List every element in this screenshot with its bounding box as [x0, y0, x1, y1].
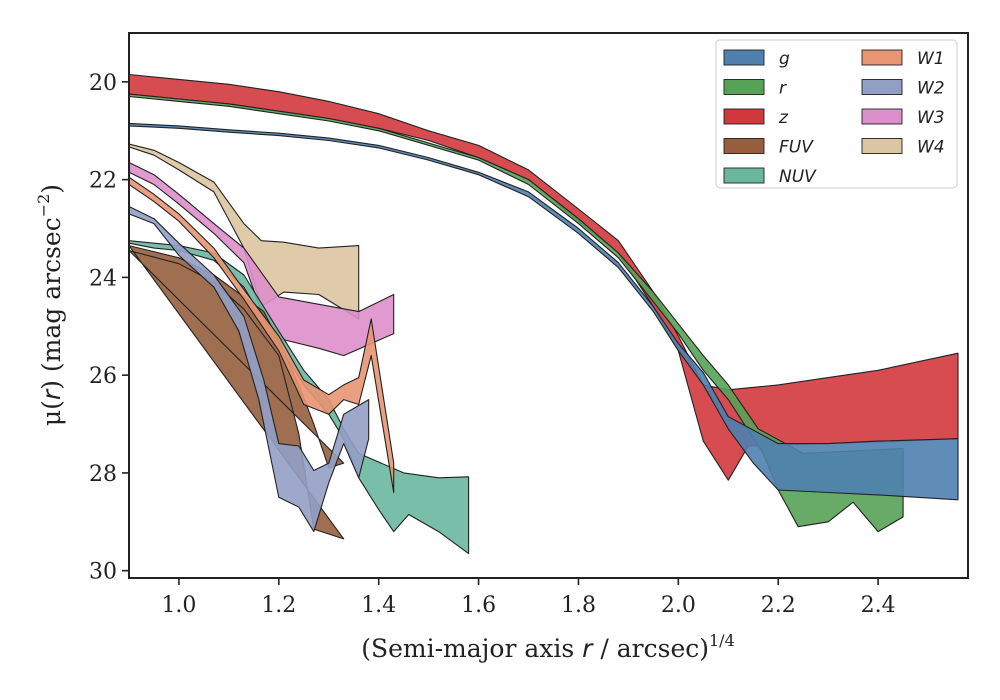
y-axis: 20 22 24 26 28 30 — [89, 71, 129, 585]
x-axis-label: (Semi-major axis r / arcsec)1/4 — [361, 631, 735, 663]
x-tick-label: 2.4 — [861, 593, 896, 618]
y-tick-label: 22 — [89, 169, 117, 194]
y-tick-label: 24 — [89, 266, 117, 291]
legend-swatch — [861, 138, 903, 154]
y-axis-label-group: μ(r) (mag arcsec−2) — [34, 184, 66, 426]
legend-swatch — [861, 108, 903, 125]
legend-swatch — [861, 79, 903, 95]
legend-swatch — [723, 108, 765, 125]
y-tick-label: 30 — [89, 560, 117, 585]
y-tick-label: 26 — [89, 364, 117, 389]
x-tick-label: 2.2 — [761, 593, 796, 618]
legend-label: W4 — [917, 138, 945, 158]
legend: grz FUV NUV W1 W2 W3 W4 — [715, 39, 958, 189]
legend-swatch — [723, 167, 765, 184]
legend-swatch — [723, 138, 765, 154]
legend-label: FUV — [779, 138, 814, 158]
legend-swatch — [723, 79, 765, 95]
band-w2 — [129, 205, 370, 533]
x-tick-label: 1.4 — [361, 593, 396, 618]
legend-label: z — [778, 108, 789, 128]
band-g — [129, 122, 959, 501]
x-tick-label: 1.0 — [161, 593, 196, 618]
legend-label: NUV — [779, 167, 817, 187]
y-axis-label: μ(r) (mag arcsec−2) — [34, 184, 66, 426]
x-tick-label: 1.2 — [261, 593, 296, 618]
y-tick-label: 20 — [89, 71, 117, 96]
legend-swatch — [861, 49, 903, 66]
x-tick-label: 1.8 — [561, 593, 596, 618]
legend-label: W3 — [917, 108, 945, 128]
legend-label: W2 — [917, 79, 945, 99]
legend-label: g — [779, 49, 790, 69]
band-w1 — [129, 176, 395, 494]
x-axis: 1.0 1.2 1.4 1.6 1.8 2.0 2.2 2.4 — [161, 578, 896, 618]
legend-label: r — [779, 79, 787, 99]
plot-frame — [128, 32, 969, 579]
x-tick-label: 1.6 — [461, 593, 496, 618]
y-tick-label: 28 — [89, 462, 117, 487]
profile-bands — [129, 73, 959, 555]
legend-swatch — [723, 49, 765, 66]
x-tick-label: 2.0 — [661, 593, 696, 618]
legend-label: W1 — [917, 49, 945, 69]
